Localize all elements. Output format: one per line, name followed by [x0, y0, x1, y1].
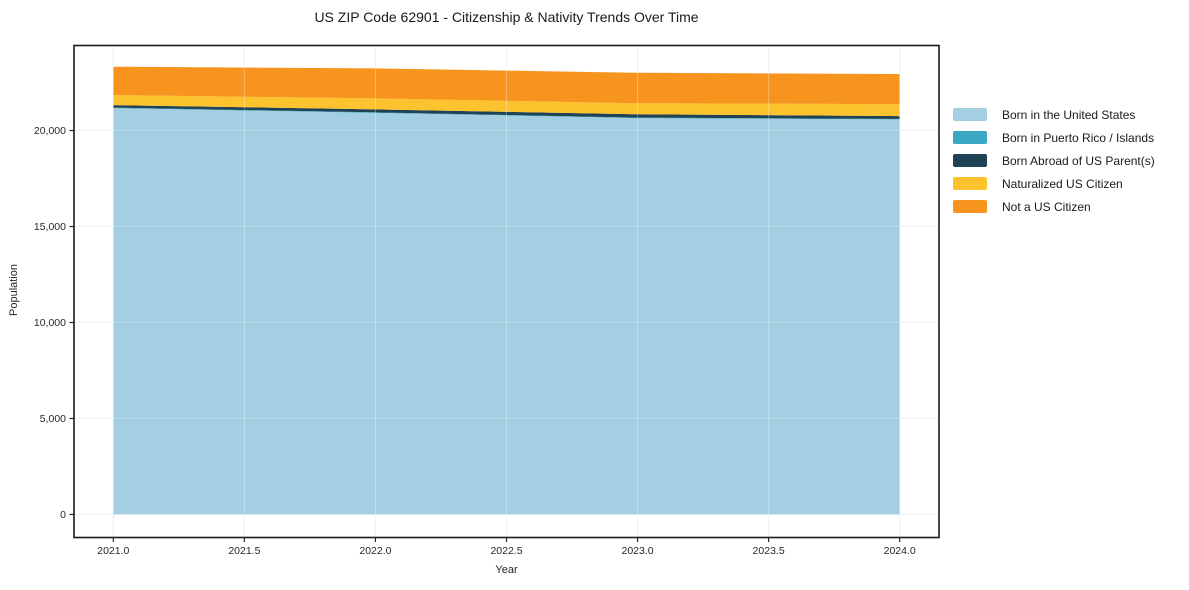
x-axis-title: Year [495, 564, 518, 576]
y-axis-title: Population [8, 264, 20, 316]
x-tick-label: 2024.0 [884, 545, 916, 557]
legend-swatch [953, 200, 987, 213]
x-tick-label: 2022.5 [490, 545, 522, 557]
y-tick-label: 10,000 [34, 317, 66, 329]
legend-label: Naturalized US Citizen [1002, 176, 1123, 191]
y-tick-label: 15,000 [34, 221, 66, 233]
legend-label: Born in Puerto Rico / Islands [1002, 130, 1155, 145]
legend-item: Naturalized US Citizen [953, 172, 1155, 195]
legend-swatch [953, 154, 987, 167]
x-tick-label: 2022.0 [359, 545, 391, 557]
legend-label: Born in the United States [1002, 107, 1136, 122]
x-tick-label: 2023.0 [621, 545, 653, 557]
y-tick-label: 0 [60, 509, 66, 521]
x-tick-label: 2023.5 [753, 545, 785, 557]
x-tick-label: 2021.0 [97, 545, 129, 557]
legend-swatch [953, 131, 987, 144]
x-tick-label: 2021.5 [228, 545, 260, 557]
area-series [113, 105, 900, 119]
legend-item: Born in the United States [953, 103, 1155, 126]
y-tick-label: 5,000 [40, 413, 66, 425]
area-series [113, 108, 900, 515]
area-series [113, 66, 900, 105]
legend-label: Not a US Citizen [1002, 199, 1091, 214]
legend-item: Born in Puerto Rico / Islands [953, 126, 1155, 149]
legend-swatch [953, 177, 987, 190]
legend-swatch [953, 108, 987, 121]
y-tick-label: 20,000 [34, 125, 66, 137]
legend-item: Not a US Citizen [953, 195, 1155, 218]
legend-item: Born Abroad of US Parent(s) [953, 149, 1155, 172]
legend: Born in the United States Born in Puerto … [953, 103, 1155, 218]
area-series [113, 95, 900, 117]
legend-label: Born Abroad of US Parent(s) [1002, 153, 1155, 168]
chart-title: US ZIP Code 62901 - Citizenship & Nativi… [314, 9, 699, 25]
